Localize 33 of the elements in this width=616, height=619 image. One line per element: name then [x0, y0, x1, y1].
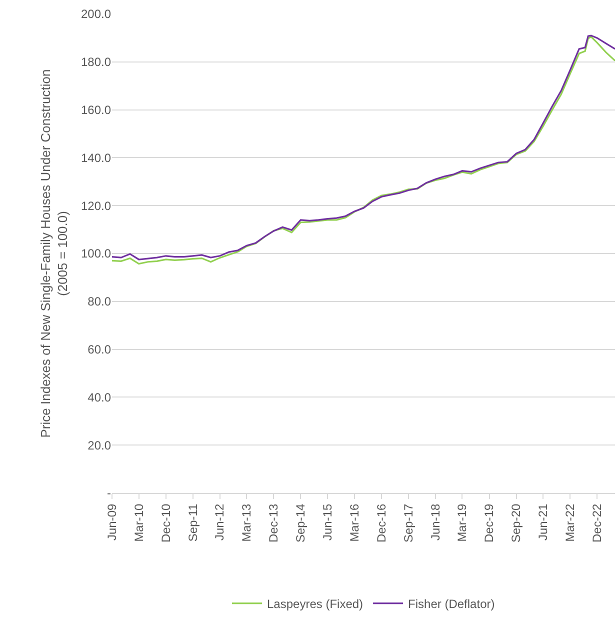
y-tick-label: 120.0 — [80, 198, 112, 213]
x-tick-label: Sep-17 — [401, 503, 416, 543]
x-tick-label: Dec-10 — [158, 503, 173, 542]
y-tick-label: - — [107, 486, 111, 500]
x-tick-label: Jun-18 — [428, 503, 442, 541]
x-tick-label: Sep-14 — [294, 503, 308, 543]
x-tick-label: Mar-13 — [240, 503, 254, 542]
x-tick-label: Mar-16 — [347, 503, 362, 542]
y-tick-label: 100.0 — [80, 246, 112, 261]
y-tick-label: 40.0 — [88, 390, 112, 404]
x-tick-label: Dec-22 — [590, 503, 604, 542]
y-tick-label: 80.0 — [88, 294, 112, 309]
legend-label: Laspeyres (Fixed) — [267, 596, 364, 611]
y-axis-title: Price Indexes of New Single-Family Houses Under Construction (2005 = 100.0) — [38, 69, 70, 438]
x-tick-label: Dec-16 — [374, 503, 388, 542]
x-tick-label: Jun-21 — [536, 503, 550, 541]
x-tick-label: Dec-19 — [482, 503, 496, 542]
legend-label: Fisher (Deflator) — [408, 596, 495, 611]
x-tick-label: Sep-11 — [186, 503, 200, 542]
x-tick-label: Sep-20 — [509, 503, 524, 543]
y-tick-label: 180.0 — [80, 55, 112, 70]
y-tick-label: 140.0 — [80, 150, 112, 165]
y-tick-label: 60.0 — [88, 342, 112, 356]
y-tick-label: 20.0 — [88, 438, 112, 452]
y-tick-label: 160.0 — [80, 103, 112, 117]
x-tick-label: Jun-15 — [320, 503, 334, 541]
y-tick-label: 200.0 — [80, 7, 112, 22]
x-tick-label: Mar-19 — [455, 503, 470, 542]
x-tick-label: Jun-09 — [104, 503, 119, 541]
x-tick-label: Mar-22 — [562, 503, 577, 542]
x-tick-label: Dec-13 — [266, 503, 281, 542]
x-tick-label: Mar-10 — [132, 503, 146, 542]
x-tick-label: Jun-12 — [212, 503, 227, 541]
